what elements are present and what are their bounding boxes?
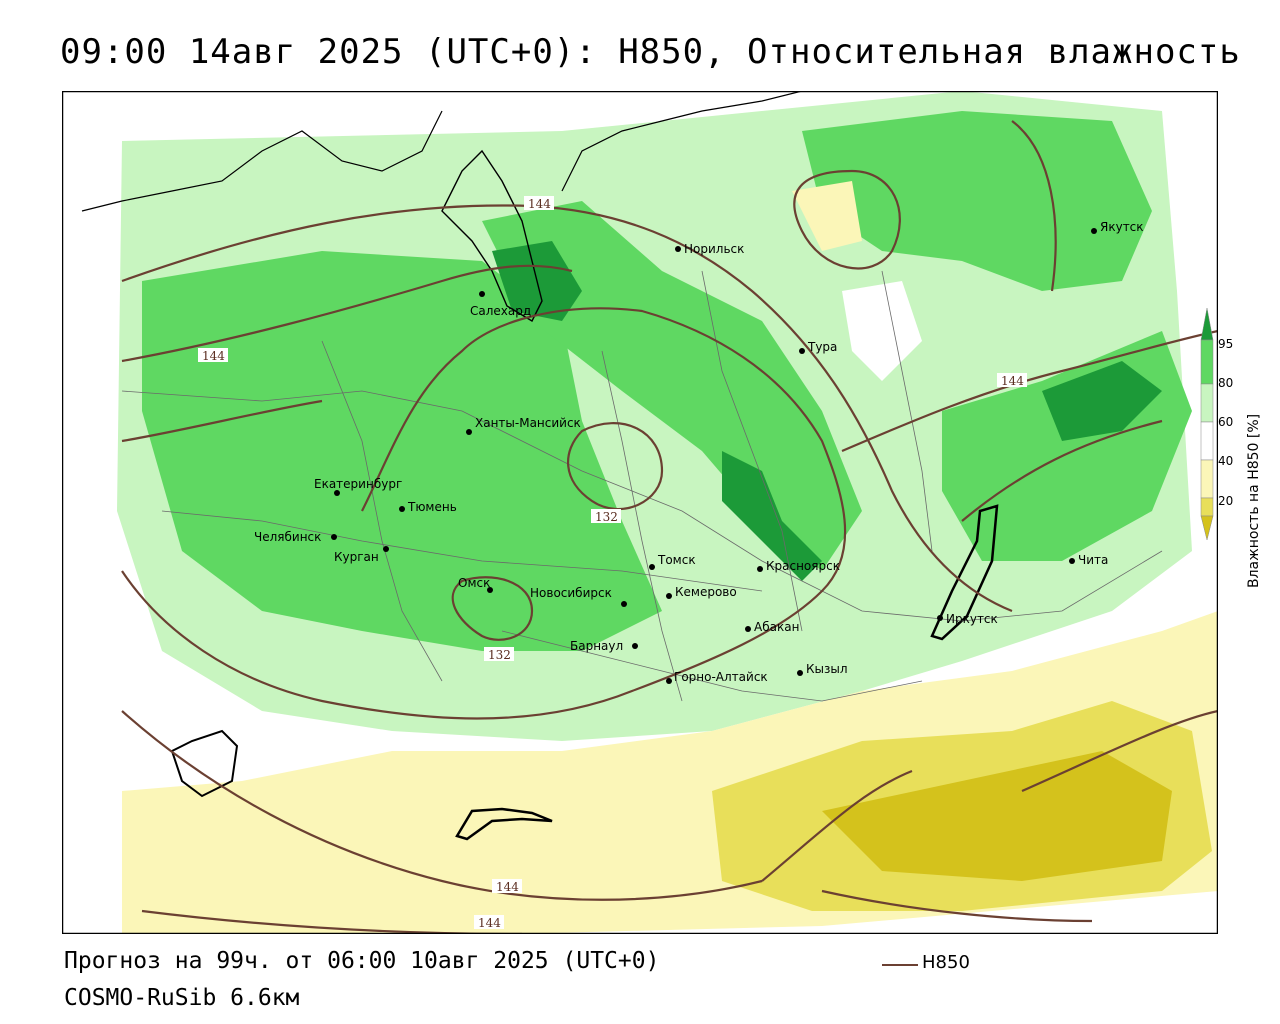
svg-text:Кемерово: Кемерово — [675, 585, 737, 599]
city-salekhard: Салехард — [470, 291, 531, 318]
colorbar-bottom-arrow — [1200, 515, 1214, 541]
svg-text:132: 132 — [595, 510, 618, 524]
city-novosibirsk: Новосибирск — [530, 586, 627, 607]
city-gorno-altaysk: Горно-Алтайск — [666, 670, 768, 684]
svg-text:144: 144 — [478, 916, 501, 930]
svg-text:Норильск: Норильск — [684, 242, 744, 256]
svg-text:Кызыл: Кызыл — [806, 662, 848, 676]
city-chelyabinsk: Челябинск — [254, 530, 337, 544]
svg-text:Челябинск: Челябинск — [254, 530, 321, 544]
city-irkutsk: Иркутск — [937, 612, 998, 626]
city-omsk: Омск — [458, 576, 493, 593]
svg-text:Горно-Алтайск: Горно-Алтайск — [674, 670, 768, 684]
wet-zone-far-north — [802, 111, 1152, 291]
svg-text:Тура: Тура — [807, 340, 837, 354]
map-title: 09:00 14авг 2025 (UTC+0): H850, Относите… — [60, 32, 1241, 72]
svg-text:Абакан: Абакан — [754, 620, 799, 634]
isoline-label-6: 144 — [492, 879, 522, 894]
svg-text:Барнаул: Барнаул — [570, 639, 623, 653]
colorbar-tick-80: 80 — [1218, 376, 1233, 390]
colorbar-tick-20: 20 — [1218, 494, 1233, 508]
city-norilsk: Норильск — [675, 242, 744, 256]
city-kyzyl: Кызыл — [797, 662, 848, 676]
h850-isolines — [121, 120, 1218, 934]
city-yekaterinburg: Екатеринбург — [314, 477, 402, 496]
colorbar-title: Влажность на H850 [%] — [1246, 414, 1262, 588]
isoline-label-7: 144 — [474, 915, 504, 930]
svg-text:Курган: Курган — [334, 550, 379, 564]
coastline-yamal — [441, 149, 543, 322]
svg-text:Екатеринбург: Екатеринбург — [314, 477, 402, 491]
city-tyumen: Тюмень — [399, 500, 457, 514]
svg-text:144: 144 — [496, 880, 519, 894]
model-name: COSMO-RuSib 6.6км — [64, 985, 300, 1011]
colorbar-band-40 — [1200, 459, 1214, 499]
lake-balkhash — [455, 807, 553, 841]
colorbar-band-95 — [1200, 339, 1214, 385]
city-abakan: Абакан — [745, 620, 799, 634]
forecast-info: Прогноз на 99ч. от 06:00 10авг 2025 (UTC… — [64, 948, 660, 974]
svg-text:144: 144 — [202, 349, 225, 363]
svg-text:Ханты-Мансийск: Ханты-Мансийск — [475, 416, 581, 430]
isoline-label-3: 144 — [997, 373, 1027, 388]
colorbar-tick-40: 40 — [1218, 454, 1233, 468]
svg-text:Красноярск: Красноярск — [766, 559, 840, 573]
mid-patch-tura — [842, 281, 922, 381]
humidity-colorbar: 95 80 60 40 20 Влажность на H850 [%] — [1200, 307, 1262, 588]
svg-text:Иркутск: Иркутск — [946, 612, 998, 626]
contour-legend-line — [882, 964, 918, 966]
svg-text:Новосибирск: Новосибирск — [530, 586, 612, 600]
svg-text:Томск: Томск — [657, 553, 696, 567]
lake-baikal — [930, 504, 999, 641]
humidity-map: 144 144 144 132 132 144 144 Норил — [62, 91, 1218, 934]
mid-patch-north — [792, 181, 862, 251]
isoline-label-1: 144 — [524, 196, 554, 211]
colorbar-band-80 — [1200, 383, 1214, 423]
svg-text:Омск: Омск — [458, 576, 490, 590]
isoline-label-4: 132 — [591, 509, 621, 524]
city-tura: Тура — [799, 340, 837, 354]
very-wet-core-3 — [1042, 361, 1162, 441]
city-barnaul: Барнаул — [570, 639, 638, 653]
caspian-aral-coast — [170, 729, 239, 798]
city-khanty-mansiysk: Ханты-Мансийск — [466, 416, 581, 435]
city-kemerovo: Кемерово — [666, 585, 737, 599]
svg-text:144: 144 — [528, 197, 551, 211]
svg-text:132: 132 — [488, 648, 511, 662]
colorbar-top-arrow — [1200, 307, 1214, 341]
city-yakutsk: Якутск — [1091, 220, 1144, 234]
colorbar-band-20 — [1200, 497, 1214, 517]
isoline-label-5: 132 — [484, 647, 514, 662]
svg-text:Тюмень: Тюмень — [407, 500, 457, 514]
isoline-label-2: 144 — [198, 348, 228, 363]
colorbar-tick-60: 60 — [1218, 415, 1233, 429]
colorbar-band-60 — [1200, 421, 1214, 461]
city-krasnoyarsk: Красноярск — [757, 559, 840, 573]
contour-legend: H850 — [882, 952, 992, 976]
city-kurgan: Курган — [334, 546, 389, 564]
svg-text:Салехард: Салехард — [470, 304, 531, 318]
coastline-north — [81, 91, 803, 212]
city-tomsk: Томск — [649, 553, 696, 570]
wet-zone-west — [142, 251, 662, 651]
colorbar-tick-95: 95 — [1218, 337, 1233, 351]
svg-text:Якутск: Якутск — [1100, 220, 1144, 234]
contour-legend-label: H850 — [922, 952, 970, 973]
svg-text:144: 144 — [1001, 374, 1024, 388]
svg-text:Чита: Чита — [1078, 553, 1108, 567]
city-chita: Чита — [1069, 553, 1108, 567]
very-wet-core-2 — [722, 451, 822, 581]
dry-core — [822, 751, 1172, 881]
